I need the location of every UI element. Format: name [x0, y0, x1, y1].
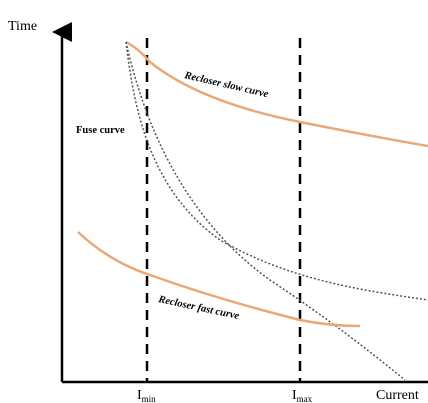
- fuse-curve-upper: [125, 41, 428, 301]
- imin-label: Imin: [137, 388, 156, 403]
- imax-label-base: I: [292, 388, 297, 403]
- recloser-fast-curve-label: Recloser fast curve: [156, 294, 240, 322]
- fuse-curve-lower: [125, 41, 406, 381]
- imax-label: Imax: [292, 388, 313, 403]
- imin-label-sub: min: [142, 394, 157, 403]
- imax-label-sub: max: [297, 394, 313, 403]
- imin-label-base: I: [137, 388, 142, 403]
- x-axis-label: Current: [376, 388, 419, 403]
- recloser-slow-curve: [125, 40, 428, 148]
- recloser-slow-curve-label: Recloser slow curve: [182, 70, 269, 100]
- fuse-curve-label: Fuse curve: [76, 125, 125, 136]
- recloser-fast-curve: [77, 231, 361, 328]
- y-axis-label: Time: [8, 19, 37, 34]
